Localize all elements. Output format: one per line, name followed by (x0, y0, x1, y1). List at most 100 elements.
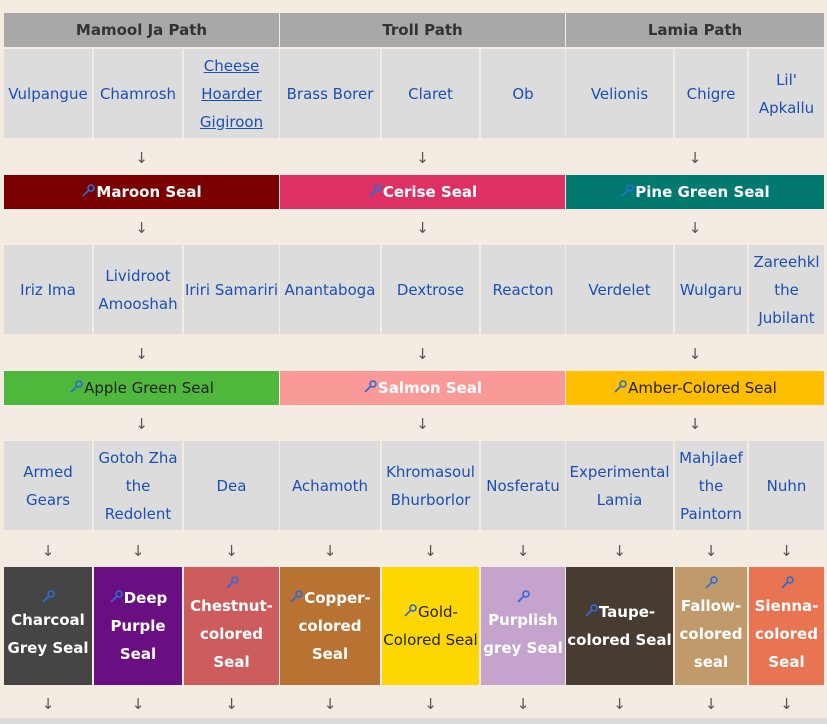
monster-link[interactable]: Ob (512, 84, 534, 103)
monster-link[interactable]: Reacton (492, 280, 554, 299)
monster-cell[interactable]: Cheese Hoarder Gigiroon (184, 49, 279, 138)
monster-link[interactable]: Experimental Lamia (569, 462, 670, 509)
seal-pine-green[interactable]: Pine Green Seal (566, 175, 824, 209)
seal-label[interactable]: Purplish grey Seal (483, 611, 563, 657)
seal-label[interactable]: Gold-Colored Seal (383, 603, 478, 649)
monster-cell[interactable]: Brass Borer (280, 49, 380, 138)
down-arrow-icon: ↓ (135, 345, 148, 363)
key-icon (517, 590, 530, 603)
monster-cell[interactable]: Nuhn (749, 441, 824, 530)
monster-link[interactable]: Vulpangue (8, 84, 88, 103)
monster-cell[interactable]: Achamoth (280, 441, 380, 530)
seal-label[interactable]: Taupe-colored Seal (567, 603, 672, 649)
monster-cell[interactable]: Zareehkl the Jubilant (749, 245, 824, 334)
monster-cell[interactable]: Nosferatu (481, 441, 565, 530)
seal-charcoal-grey[interactable]: Charcoal Grey Seal (4, 567, 92, 685)
monster-cell[interactable]: Chamrosh (94, 49, 182, 138)
seal-label[interactable]: Deep Purple Seal (110, 589, 168, 663)
key-icon (585, 604, 598, 617)
key-icon (705, 576, 718, 589)
seal-label[interactable]: Copper-colored Seal (298, 589, 371, 663)
seal-label[interactable]: Pine Green Seal (635, 183, 770, 201)
monster-link[interactable]: Dea (216, 476, 247, 495)
monster-cell[interactable]: Chigre (675, 49, 747, 138)
down-arrow-icon: ↓ (780, 542, 793, 560)
monster-link[interactable]: Khromasoul Bhurborlor (386, 462, 475, 509)
monster-link[interactable]: Chigre (686, 84, 736, 103)
monster-cell[interactable]: Dextrose (382, 245, 479, 334)
seal-label[interactable]: Cerise Seal (382, 183, 478, 201)
monster-link[interactable]: Lil' Apkallu (758, 70, 815, 117)
down-arrow-icon: ↓ (704, 542, 718, 560)
monster-link[interactable]: Velionis (590, 84, 649, 103)
down-arrow-icon: ↓ (704, 695, 718, 713)
monster-cell[interactable]: Gotoh Zha the Redolent (94, 441, 182, 530)
monster-link[interactable]: Armed Gears (23, 462, 73, 509)
key-icon (290, 590, 304, 603)
header-troll-path: Troll Path (280, 13, 565, 47)
monster-link[interactable]: Anantaboga (284, 280, 376, 299)
monster-cell[interactable]: Iriri Samariri (184, 245, 279, 334)
monster-link[interactable]: Achamoth (291, 476, 369, 495)
monster-link[interactable]: Verdelet (588, 280, 651, 299)
seal-label[interactable]: Sienna-colored Seal (754, 597, 819, 671)
monster-cell[interactable]: Ob (481, 49, 565, 138)
monster-link[interactable]: Dextrose (396, 280, 465, 299)
monster-cell[interactable]: Wulgaru (675, 245, 747, 334)
seal-label[interactable]: Charcoal Grey Seal (7, 611, 89, 657)
monster-cell[interactable]: Mahjlaef the Paintorn (675, 441, 747, 530)
monster-link[interactable]: Iriz Ima (20, 280, 76, 299)
seal-cerise[interactable]: Cerise Seal (280, 175, 565, 209)
monster-link[interactable]: Nuhn (766, 476, 807, 495)
monster-link[interactable]: Cheese Hoarder Gigiroon (199, 56, 264, 131)
monster-cell[interactable]: Iriz Ima (4, 245, 92, 334)
monster-link[interactable]: Mahjlaef the Paintorn (679, 448, 743, 523)
seal-label[interactable]: Salmon Seal (377, 379, 483, 397)
seal-label[interactable]: Fallow-colored seal (679, 597, 743, 671)
monster-link[interactable]: Wulgaru (679, 280, 743, 299)
monster-cell[interactable]: Verdelet (566, 245, 673, 334)
seal-copper[interactable]: Copper-colored Seal (280, 567, 380, 685)
seal-chestnut[interactable]: Chestnut-colored Seal (184, 567, 279, 685)
seal-gold[interactable]: Gold-Colored Seal (382, 567, 479, 685)
monster-link[interactable]: Zareehkl the Jubilant (753, 252, 820, 327)
monster-cell[interactable]: Velionis (566, 49, 673, 138)
monster-link[interactable]: Gotoh Zha the Redolent (98, 448, 178, 523)
monster-cell[interactable]: Vulpangue (4, 49, 92, 138)
seal-salmon[interactable]: Salmon Seal (280, 371, 565, 405)
seal-purplish-grey[interactable]: Purplish grey Seal (481, 567, 565, 685)
monster-cell[interactable]: Reacton (481, 245, 565, 334)
monster-cell[interactable]: Lil' Apkallu (749, 49, 824, 138)
seal-sienna[interactable]: Sienna-colored Seal (749, 567, 824, 685)
monster-cell[interactable]: Experimental Lamia (566, 441, 673, 530)
monster-cell[interactable]: Lividroot Amooshah (94, 245, 182, 334)
monster-cell[interactable]: Claret (382, 49, 479, 138)
seal-label[interactable]: Amber-Colored Seal (628, 379, 777, 397)
key-icon (110, 590, 123, 603)
monster-link[interactable]: Lividroot Amooshah (98, 266, 178, 313)
seal-taupe[interactable]: Taupe-colored Seal (566, 567, 673, 685)
monster-link[interactable]: Iriri Samariri (184, 280, 279, 299)
key-icon (780, 576, 794, 589)
monster-cell[interactable]: Armed Gears (4, 441, 92, 530)
down-arrow-icon: ↓ (613, 695, 626, 713)
seal-deep-purple[interactable]: Deep Purple Seal (94, 567, 182, 685)
down-arrow-icon: ↓ (688, 345, 702, 363)
seal-amber[interactable]: Amber-Colored Seal (566, 371, 824, 405)
monster-link[interactable]: Chamrosh (99, 84, 177, 103)
seal-apple-green[interactable]: Apple Green Seal (4, 371, 279, 405)
monster-link[interactable]: Nosferatu (486, 476, 560, 495)
down-arrow-icon: ↓ (688, 219, 702, 237)
monster-cell[interactable]: Khromasoul Bhurborlor (382, 441, 479, 530)
down-arrow-icon: ↓ (416, 345, 429, 363)
monster-link[interactable]: Brass Borer (286, 84, 374, 103)
seal-label[interactable]: Apple Green Seal (84, 379, 214, 397)
monster-link[interactable]: Claret (408, 84, 453, 103)
seal-maroon[interactable]: Maroon Seal (4, 175, 279, 209)
seal-fallow[interactable]: Fallow-colored seal (675, 567, 747, 685)
seal-label[interactable]: Maroon Seal (96, 183, 202, 201)
seal-label[interactable]: Chestnut-colored Seal (190, 597, 273, 671)
monster-cell[interactable]: Dea (184, 441, 279, 530)
monster-cell[interactable]: Anantaboga (280, 245, 380, 334)
